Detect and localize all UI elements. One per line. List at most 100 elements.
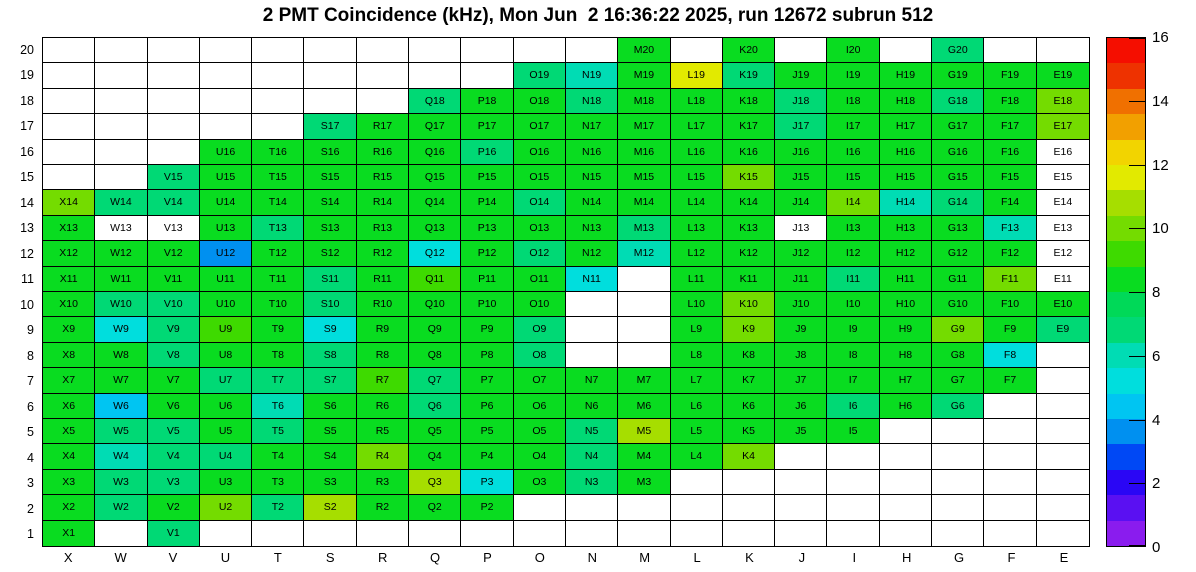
cell-S4: S4 bbox=[304, 444, 357, 470]
cell-empty bbox=[618, 317, 671, 343]
cell-N19: N19 bbox=[565, 63, 619, 89]
cell-M5: M5 bbox=[618, 418, 671, 445]
cell-F7: F7 bbox=[984, 368, 1037, 394]
cell-U8: U8 bbox=[199, 342, 253, 369]
cell-R16: R16 bbox=[356, 139, 410, 165]
cell-V7: V7 bbox=[147, 368, 200, 394]
cell-empty bbox=[513, 38, 566, 64]
cell-H15: H15 bbox=[879, 164, 933, 191]
column-label: X bbox=[63, 550, 73, 565]
cell-empty bbox=[984, 393, 1037, 419]
cell-empty bbox=[775, 444, 828, 470]
cell-empty bbox=[1036, 342, 1089, 369]
cell-G12: G12 bbox=[932, 241, 985, 267]
cell-K10: K10 bbox=[722, 291, 776, 318]
cell-X12: X12 bbox=[43, 241, 96, 267]
cell-S3: S3 bbox=[304, 469, 357, 496]
cell-empty bbox=[670, 38, 723, 64]
cell-X2: X2 bbox=[43, 495, 96, 521]
row-label: 18 bbox=[20, 93, 34, 108]
cell-U9: U9 bbox=[199, 317, 253, 343]
row-label: 13 bbox=[20, 221, 34, 236]
cell-R5: R5 bbox=[356, 418, 410, 445]
cell-empty bbox=[199, 63, 253, 89]
cell-empty bbox=[618, 266, 671, 292]
cell-X13: X13 bbox=[43, 215, 96, 242]
row-label: 2 bbox=[27, 501, 34, 516]
cell-empty bbox=[932, 418, 985, 445]
row-label: 15 bbox=[20, 170, 34, 185]
cell-S17: S17 bbox=[304, 114, 357, 140]
colorbar-band bbox=[1107, 444, 1145, 470]
column-label: O bbox=[534, 550, 545, 565]
row-label: 12 bbox=[20, 246, 34, 261]
cell-R6: R6 bbox=[356, 393, 410, 419]
cell-empty bbox=[565, 291, 619, 318]
cell-K19: K19 bbox=[722, 63, 776, 89]
cell-Q13: Q13 bbox=[409, 215, 462, 242]
cell-empty bbox=[775, 520, 828, 546]
cell-V8: V8 bbox=[147, 342, 200, 369]
cell-E18: E18 bbox=[1036, 88, 1089, 115]
cell-empty bbox=[984, 38, 1037, 64]
cell-T3: T3 bbox=[252, 469, 305, 496]
cell-P4: P4 bbox=[461, 444, 514, 470]
cell-W10: W10 bbox=[95, 291, 148, 318]
cell-L19: L19 bbox=[670, 63, 723, 89]
cell-X10: X10 bbox=[43, 291, 96, 318]
colorbar-band bbox=[1107, 114, 1145, 140]
cell-R11: R11 bbox=[356, 266, 410, 292]
colorbar-tick-label: 10 bbox=[1152, 220, 1169, 237]
cell-S14: S14 bbox=[304, 190, 357, 216]
cell-O6: O6 bbox=[513, 393, 566, 419]
cell-P7: P7 bbox=[461, 368, 514, 394]
cell-empty bbox=[1036, 520, 1089, 546]
cell-Q17: Q17 bbox=[409, 114, 462, 140]
cell-empty bbox=[43, 63, 96, 89]
colorbar-band bbox=[1107, 190, 1145, 216]
cell-M13: M13 bbox=[618, 215, 671, 242]
cell-L16: L16 bbox=[670, 139, 723, 165]
cell-empty bbox=[513, 495, 566, 521]
cell-G8: G8 bbox=[932, 342, 985, 369]
cell-U16: U16 bbox=[199, 139, 253, 165]
cell-I19: I19 bbox=[827, 63, 880, 89]
colorbar-tick-label: 16 bbox=[1152, 29, 1169, 46]
cell-V9: V9 bbox=[147, 317, 200, 343]
colorbar-tick bbox=[1129, 165, 1145, 166]
cell-Q2: Q2 bbox=[409, 495, 462, 521]
column-label: Q bbox=[429, 550, 441, 565]
cell-F13: F13 bbox=[984, 215, 1037, 242]
cell-L7: L7 bbox=[670, 368, 723, 394]
cell-empty bbox=[199, 520, 253, 546]
cell-X5: X5 bbox=[43, 418, 96, 445]
column-label: U bbox=[220, 550, 231, 565]
cell-empty bbox=[252, 520, 305, 546]
cell-empty bbox=[43, 139, 96, 165]
row-label: 14 bbox=[20, 195, 34, 210]
cell-J6: J6 bbox=[775, 393, 828, 419]
cell-Q3: Q3 bbox=[409, 469, 462, 496]
cell-E12: E12 bbox=[1036, 241, 1089, 267]
cell-M17: M17 bbox=[618, 114, 671, 140]
cell-K6: K6 bbox=[722, 393, 776, 419]
cell-H17: H17 bbox=[879, 114, 933, 140]
cell-U2: U2 bbox=[199, 495, 253, 521]
cell-P3: P3 bbox=[461, 469, 514, 496]
cell-K17: K17 bbox=[722, 114, 776, 140]
column-label: N bbox=[587, 550, 597, 565]
cell-F11: F11 bbox=[984, 266, 1037, 292]
column-label: L bbox=[693, 550, 701, 565]
row-label: 3 bbox=[27, 476, 34, 491]
cell-empty bbox=[147, 63, 200, 89]
cell-empty bbox=[775, 38, 828, 64]
cell-T5: T5 bbox=[252, 418, 305, 445]
cell-T8: T8 bbox=[252, 342, 305, 369]
cell-P9: P9 bbox=[461, 317, 514, 343]
cell-M6: M6 bbox=[618, 393, 671, 419]
cell-N5: N5 bbox=[565, 418, 619, 445]
cell-empty bbox=[252, 63, 305, 89]
cell-empty bbox=[722, 520, 776, 546]
cell-V15: V15 bbox=[147, 164, 200, 191]
cell-R14: R14 bbox=[356, 190, 410, 216]
